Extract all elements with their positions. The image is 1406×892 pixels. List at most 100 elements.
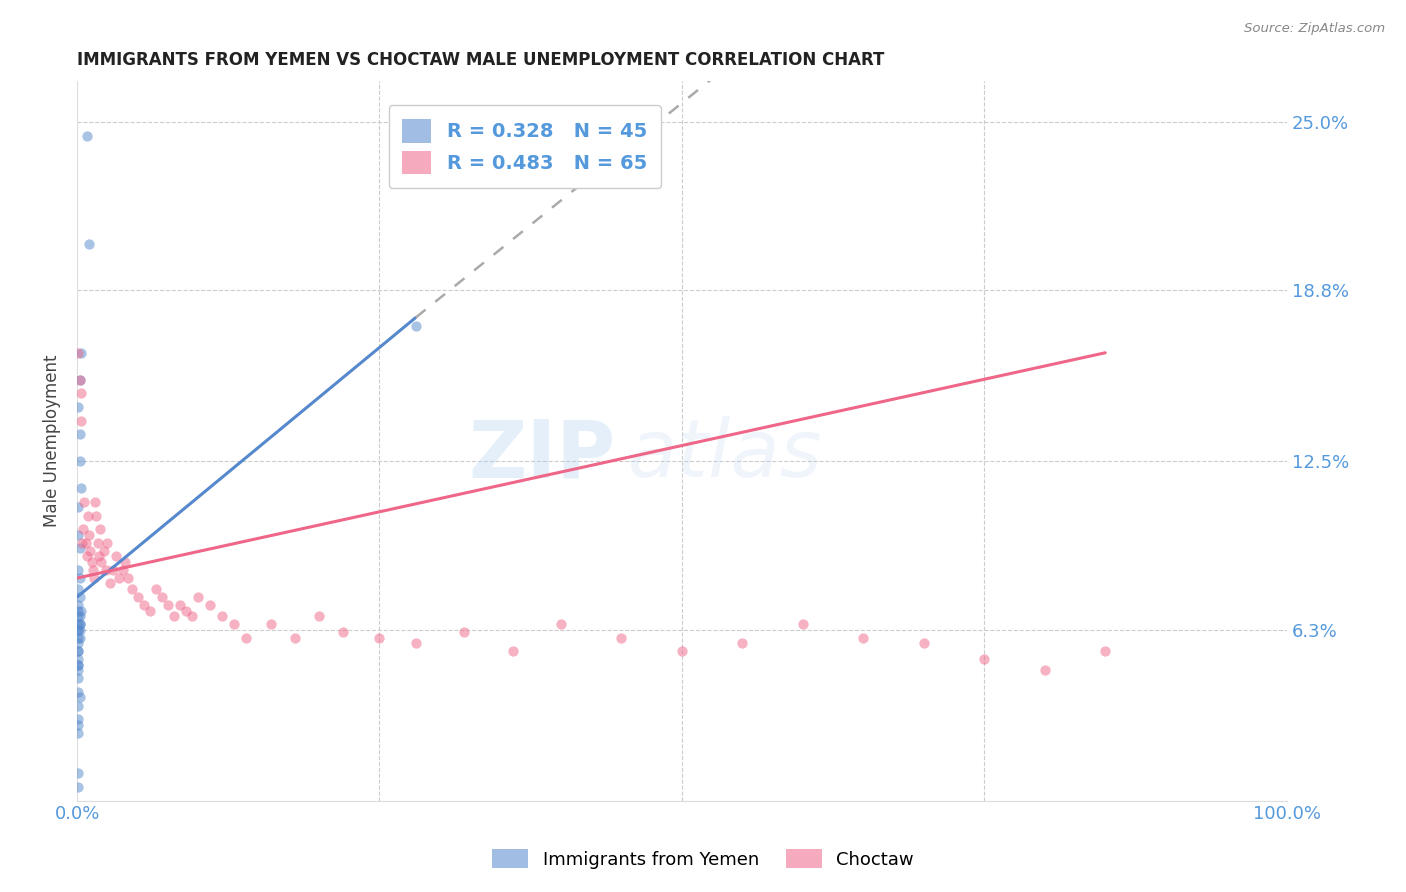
Point [453, 625, 475, 640]
Point [67, 644, 90, 658]
Point [69, 623, 91, 637]
Point [94, 563, 117, 577]
Point [90, 555, 112, 569]
Point [731, 636, 754, 650]
Point [103, 563, 125, 577]
Point [67, 698, 90, 713]
Point [67, 725, 90, 739]
Point [67, 636, 90, 650]
Point [70, 535, 93, 549]
Point [77, 527, 100, 541]
Point [169, 598, 191, 612]
Point [117, 571, 139, 585]
Point [82, 563, 104, 577]
Point [67, 400, 90, 414]
Point [69, 345, 91, 359]
Y-axis label: Male Unemployment: Male Unemployment [44, 355, 60, 527]
Point [852, 631, 875, 645]
Point [77, 237, 100, 252]
Point [308, 609, 330, 624]
Point [132, 598, 155, 612]
Point [84, 495, 107, 509]
Point [224, 617, 246, 632]
Point [610, 631, 633, 645]
Point [1094, 644, 1116, 658]
Point [86, 535, 108, 549]
Point [368, 631, 391, 645]
Point [89, 522, 111, 536]
Point [73, 495, 96, 509]
Text: IMMIGRANTS FROM YEMEN VS CHOCTAW MALE UNEMPLOYMENT CORRELATION CHART: IMMIGRANTS FROM YEMEN VS CHOCTAW MALE UN… [77, 51, 884, 69]
Point [87, 549, 110, 564]
Point [112, 563, 135, 577]
Point [187, 590, 209, 604]
Point [259, 617, 281, 632]
Point [98, 576, 121, 591]
Text: atlas: atlas [627, 417, 823, 494]
Point [67, 527, 90, 541]
Point [198, 598, 221, 612]
Point [502, 644, 524, 658]
Point [67, 685, 90, 699]
Point [174, 604, 197, 618]
Point [69, 604, 91, 618]
Point [67, 663, 90, 677]
Point [973, 652, 995, 666]
Point [67, 717, 90, 731]
Point [69, 427, 91, 442]
Point [405, 636, 427, 650]
Point [671, 644, 693, 658]
Point [104, 549, 127, 564]
Point [67, 644, 90, 658]
Point [69, 617, 91, 632]
Point [792, 617, 814, 632]
Point [93, 544, 115, 558]
Point [67, 631, 90, 645]
Legend: R = 0.328   N = 45, R = 0.483   N = 65: R = 0.328 N = 45, R = 0.483 N = 65 [388, 105, 661, 188]
Point [67, 766, 90, 780]
Point [156, 598, 179, 612]
Point [67, 623, 90, 637]
Point [67, 563, 90, 577]
Point [69, 414, 91, 428]
Point [211, 609, 233, 624]
Point [69, 609, 91, 624]
Point [67, 582, 90, 596]
Point [181, 609, 204, 624]
Point [69, 482, 91, 496]
Point [72, 522, 94, 536]
Point [150, 590, 173, 604]
Point [67, 598, 90, 612]
Point [69, 386, 91, 401]
Legend: Immigrants from Yemen, Choctaw: Immigrants from Yemen, Choctaw [485, 842, 921, 876]
Point [86, 508, 108, 523]
Point [550, 617, 572, 632]
Point [77, 508, 100, 523]
Point [79, 544, 101, 558]
Point [76, 549, 98, 564]
Point [67, 672, 90, 686]
Point [69, 690, 91, 705]
Point [75, 535, 97, 549]
Point [67, 657, 90, 672]
Point [69, 617, 91, 632]
Point [96, 535, 118, 549]
Point [284, 631, 307, 645]
Point [83, 571, 105, 585]
Point [121, 582, 143, 596]
Point [67, 500, 90, 515]
Point [163, 609, 186, 624]
Point [69, 631, 91, 645]
Point [80, 555, 103, 569]
Point [67, 623, 90, 637]
Point [912, 636, 935, 650]
Point [67, 780, 90, 794]
Point [69, 373, 91, 387]
Point [69, 373, 91, 387]
Point [127, 590, 149, 604]
Point [69, 541, 91, 556]
Point [114, 555, 136, 569]
Point [138, 604, 160, 618]
Point [67, 609, 90, 624]
Point [235, 631, 257, 645]
